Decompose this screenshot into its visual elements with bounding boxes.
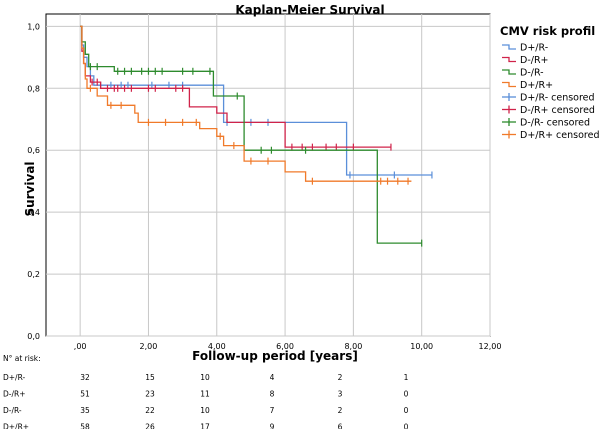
legend-item: D+/R+ censored (502, 130, 599, 141)
risk-count: 8 (270, 390, 275, 399)
y-tick-label: 0,0 (27, 332, 40, 341)
risk-count: 51 (80, 390, 90, 399)
y-tick-label: 0,2 (27, 270, 40, 279)
risk-table-header: N° at risk: (3, 354, 41, 363)
legend-item: D+/R- (502, 43, 548, 54)
risk-count: 0 (404, 423, 409, 429)
x-tick-label: 6,00 (276, 342, 294, 351)
y-tick-label: 0,4 (27, 208, 40, 217)
legend-item: D-/R- (502, 68, 544, 79)
risk-count: 22 (145, 406, 155, 415)
legend-label: D+/R+ (520, 80, 553, 91)
chart-title: Kaplan-Meier Survival (235, 3, 384, 17)
legend-line-swatch (502, 69, 516, 75)
risk-count: 58 (80, 423, 90, 429)
risk-group-label: D+/R+ (3, 423, 29, 429)
risk-count: 32 (80, 373, 90, 382)
risk-count: 0 (404, 406, 409, 415)
risk-count: 35 (80, 406, 90, 415)
y-axis-label: Survival (23, 161, 37, 216)
risk-row: D+/R- 32 15 10 4 2 1 (3, 373, 409, 382)
legend-item: D-/R+ (502, 55, 549, 66)
risk-count: 10 (200, 406, 210, 415)
legend-item: D-/R- censored (502, 118, 590, 129)
legend-line-swatch (502, 44, 516, 50)
risk-count: 11 (200, 390, 210, 399)
x-tick-labels: ,00 2,00 4,00 6,00 8,00 10,00 12,00 (74, 342, 502, 351)
x-axis-label: Follow-up period [years] (192, 349, 358, 363)
legend-label: D-/R+ (520, 55, 549, 66)
risk-count: 17 (200, 423, 210, 429)
y-tick-label: 1,0 (27, 22, 40, 31)
legend-label: D-/R- (520, 68, 544, 79)
risk-count: 1 (404, 373, 409, 382)
risk-row: D-/R- 35 22 10 7 2 0 (3, 406, 409, 415)
legend-line-swatch (502, 56, 516, 63)
x-tick-label: 12,00 (479, 342, 502, 351)
legend-label: D+/R+ censored (520, 130, 599, 141)
risk-group-label: D-/R- (3, 406, 22, 415)
risk-count: 0 (404, 390, 409, 399)
legend-item: D+/R+ (502, 80, 553, 91)
risk-group-label: D+/R- (3, 373, 25, 382)
survival-curves (80, 25, 433, 247)
risk-count: 10 (200, 373, 210, 382)
risk-count: 23 (145, 390, 155, 399)
legend-label: D-/R- censored (520, 118, 590, 129)
risk-row: D+/R+ 58 26 17 9 6 0 (3, 423, 409, 429)
grid-lines (46, 14, 491, 337)
y-tick-labels: 0,0 0,2 0,4 0,6 0,8 1,0 (27, 22, 40, 341)
legend-item: D-/R+ censored (502, 105, 595, 116)
risk-count: 6 (338, 423, 343, 429)
x-tick-label: 4,00 (208, 342, 226, 351)
legend-title: CMV risk profil (500, 24, 595, 38)
legend-label: D-/R+ censored (520, 105, 595, 116)
legend-label: D+/R- censored (520, 93, 595, 104)
y-tick-label: 0,8 (27, 84, 40, 93)
legend-label: D+/R- (520, 43, 548, 54)
risk-count: 7 (270, 406, 275, 415)
legend-item: D+/R- censored (502, 93, 595, 104)
x-tick-label: 2,00 (140, 342, 158, 351)
risk-count: 26 (145, 423, 155, 429)
risk-count: 2 (338, 406, 343, 415)
risk-count: 9 (270, 423, 275, 429)
legend-line-swatch (502, 81, 516, 88)
x-tick-label: ,00 (74, 342, 87, 351)
x-tick-label: 10,00 (410, 342, 433, 351)
risk-count: 15 (145, 373, 155, 382)
risk-count: 2 (338, 373, 343, 382)
risk-group-label: D-/R+ (3, 390, 26, 399)
y-tick-label: 0,6 (27, 146, 40, 155)
x-tick-label: 8,00 (344, 342, 362, 351)
risk-count: 4 (270, 373, 275, 382)
survival-curve-line (80, 25, 422, 244)
risk-count: 3 (338, 390, 343, 399)
risk-row: D-/R+ 51 23 11 8 3 0 (3, 390, 409, 399)
risk-table: D+/R- 32 15 10 4 2 1 D-/R+ 51 23 11 8 3 0 D-/R- 35 22 10 7… (3, 373, 409, 429)
legend: D+/R-D-/R+ D-/R-D+/R+ D+/R- censoredD-/R+ … (502, 43, 599, 141)
